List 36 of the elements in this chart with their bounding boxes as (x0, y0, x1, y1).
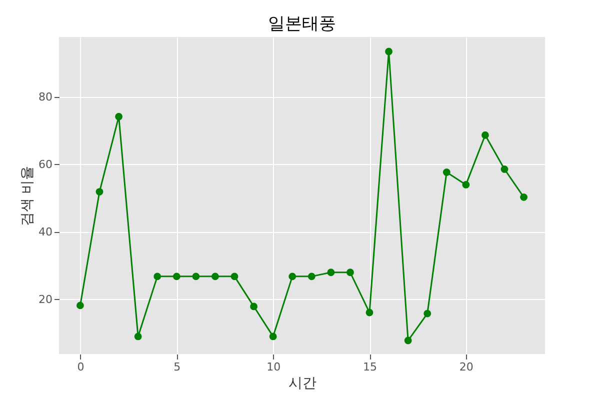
y-tick-label: 80 (38, 90, 52, 104)
chart-title: 일본태풍 (268, 14, 336, 34)
x-tick-label: 5 (174, 360, 181, 374)
point (269, 332, 277, 340)
point (327, 268, 335, 276)
point (482, 131, 489, 139)
point (96, 188, 104, 196)
y-tick-label: 20 (38, 292, 52, 306)
point (76, 302, 84, 310)
point (230, 272, 238, 280)
point (442, 168, 450, 176)
point (385, 48, 392, 56)
point (115, 112, 122, 120)
point (212, 272, 219, 280)
y-tick-label: 60 (38, 158, 52, 171)
point (308, 272, 316, 280)
point (154, 272, 162, 280)
x-axis-title: 시간 (288, 376, 316, 392)
y-tick-label: 40 (38, 225, 52, 238)
point (404, 336, 412, 344)
x-tick-label: 20 (459, 360, 474, 374)
point (288, 272, 296, 280)
point (424, 310, 432, 318)
point (520, 193, 528, 201)
point (250, 302, 258, 310)
y-axis-title: 검색 비율 (20, 166, 36, 226)
point (134, 332, 142, 340)
point (346, 268, 354, 276)
x-tick-label: 0 (77, 360, 84, 374)
point (462, 181, 470, 188)
x-tick-label: 15 (363, 360, 377, 374)
x-tick-label: 10 (266, 360, 281, 374)
point (192, 272, 200, 280)
point (172, 272, 180, 280)
point (366, 308, 374, 316)
point (500, 165, 508, 173)
